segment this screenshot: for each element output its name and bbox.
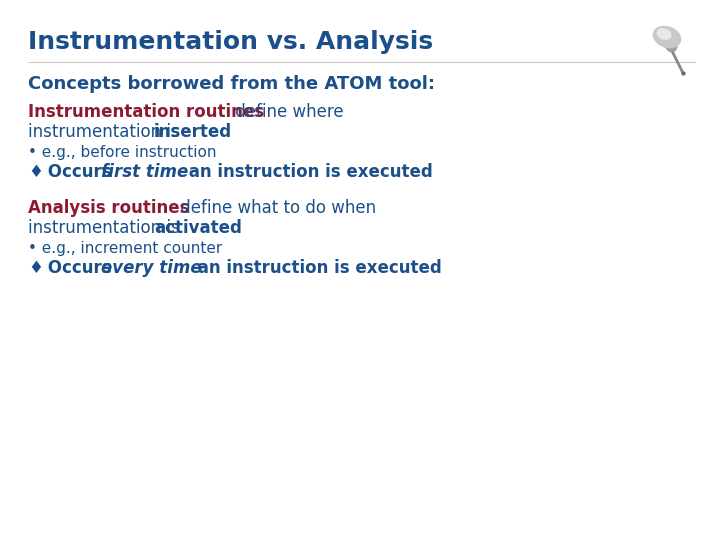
Text: • e.g., before instruction: • e.g., before instruction bbox=[28, 145, 217, 159]
Text: instrumentation is: instrumentation is bbox=[28, 123, 185, 141]
Ellipse shape bbox=[657, 29, 671, 39]
Text: Concepts borrowed from the ATOM tool:: Concepts borrowed from the ATOM tool: bbox=[28, 75, 435, 93]
Text: instrumentation is: instrumentation is bbox=[28, 219, 185, 237]
Text: • e.g., increment counter: • e.g., increment counter bbox=[28, 240, 222, 255]
Text: Pin PLDI Tutorial 2007: Pin PLDI Tutorial 2007 bbox=[300, 517, 420, 527]
Text: define where: define where bbox=[230, 103, 343, 121]
Text: inserted: inserted bbox=[154, 123, 232, 141]
Text: Occurs: Occurs bbox=[42, 259, 117, 277]
Ellipse shape bbox=[654, 26, 680, 48]
Text: ♦: ♦ bbox=[28, 259, 43, 277]
Text: an instruction is executed: an instruction is executed bbox=[183, 163, 433, 181]
Text: an instruction is executed: an instruction is executed bbox=[192, 259, 442, 277]
Text: Instrumentation vs. Analysis: Instrumentation vs. Analysis bbox=[28, 30, 433, 54]
Text: activated: activated bbox=[154, 219, 242, 237]
Text: Analysis routines: Analysis routines bbox=[28, 199, 189, 217]
Text: Instrumentation routines: Instrumentation routines bbox=[28, 103, 264, 121]
Text: define what to do when: define what to do when bbox=[175, 199, 376, 217]
Text: ♦: ♦ bbox=[28, 163, 43, 181]
Text: Occurs: Occurs bbox=[42, 163, 117, 181]
Text: 4: 4 bbox=[11, 517, 19, 527]
Text: every time: every time bbox=[101, 259, 202, 277]
Ellipse shape bbox=[665, 34, 677, 52]
Text: first time: first time bbox=[101, 163, 188, 181]
